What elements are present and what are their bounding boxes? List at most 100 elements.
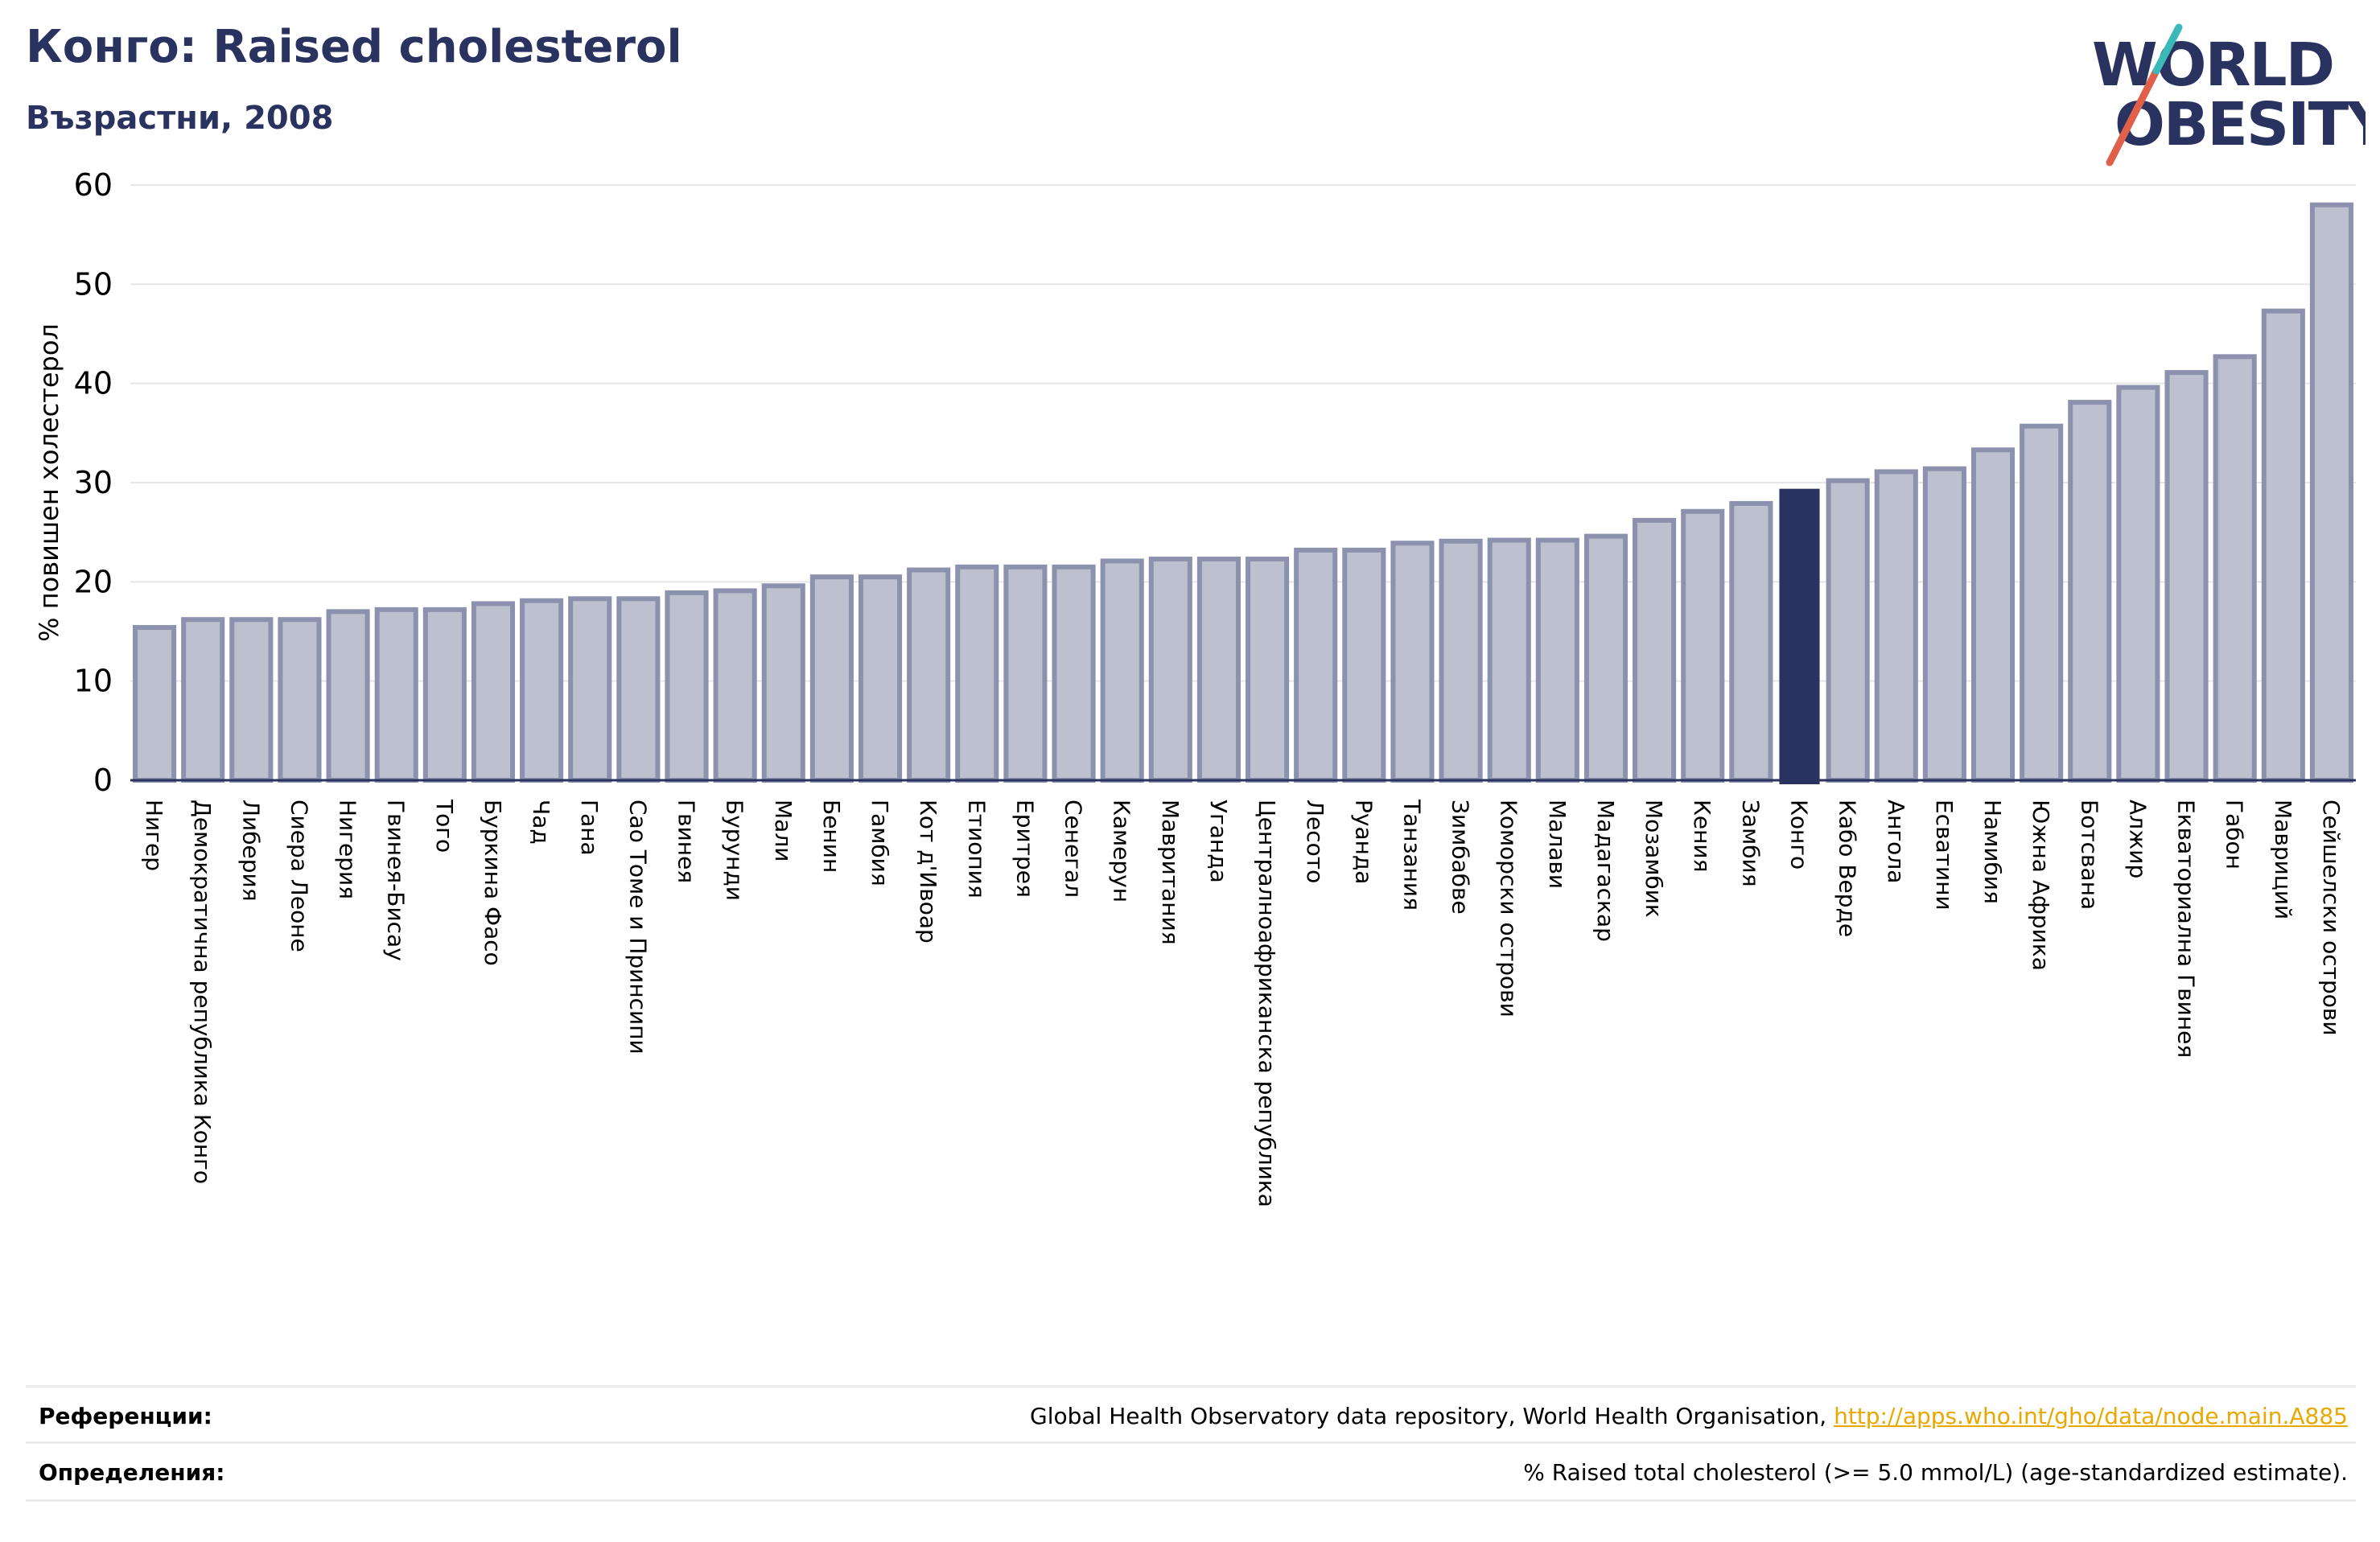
x-tick-label: Того [431, 799, 458, 853]
y-tick-label: 40 [74, 366, 113, 401]
x-tick-label: Сиера Леоне [286, 800, 312, 952]
chart-subtitle: Възрастни, 2008 [26, 100, 334, 137]
bar [2116, 384, 2160, 783]
bar [955, 564, 999, 783]
footer-divider-middle [26, 1441, 2356, 1444]
footer-divider-bottom [26, 1499, 2356, 1502]
x-tick-label: Есватини [1931, 800, 1958, 911]
bar [1100, 558, 1144, 783]
bar [326, 609, 370, 783]
x-tick-label: Сейшелски острови [2318, 800, 2345, 1036]
bar [1246, 556, 1290, 783]
x-tick-label: Сенегал [1060, 800, 1087, 898]
y-tick-label: 60 [74, 167, 113, 203]
world-obesity-logo: WORLD OBESITY [2092, 23, 2366, 167]
bar [1294, 547, 1338, 783]
x-tick-label: Бенин [818, 800, 845, 873]
bar [1874, 469, 1918, 783]
bar [1052, 564, 1096, 783]
bar [1583, 533, 1629, 783]
x-tick-label: Южна Африка [2028, 800, 2054, 971]
bar [1487, 537, 1531, 783]
bar [761, 583, 805, 783]
bar-highlight [1779, 488, 1820, 785]
bar [1826, 478, 1870, 783]
logo-line1: WORLD [2092, 31, 2333, 100]
x-tick-label: Мадагаскар [1592, 800, 1619, 942]
bar [1342, 547, 1386, 783]
bar [2068, 400, 2112, 783]
x-tick-label: Мавритания [1157, 800, 1184, 945]
x-tick-label: Коморски острови [1496, 800, 1522, 1018]
x-tick-label: Централноафриканска република [1254, 800, 1280, 1207]
bar [858, 574, 903, 783]
bar [568, 596, 612, 783]
references-label: Референции: [39, 1403, 212, 1429]
bar [1535, 537, 1579, 783]
definitions-text: % Raised total cholesterol (>= 5.0 mmol/… [1523, 1459, 2348, 1486]
x-tick-label: Демократична република Конго [189, 800, 216, 1184]
x-tick-label: Гвинея [673, 800, 700, 883]
bar [1729, 500, 1773, 783]
x-tick-label: Кабо Верде [1834, 800, 1861, 937]
x-tick-label: Конго [1786, 800, 1813, 870]
logo-line2: OBESITY [2114, 90, 2366, 159]
x-tick-label: Гвинея-Бисау [383, 800, 410, 961]
bar [1922, 466, 1966, 783]
x-tick-label: Мозамбик [1641, 800, 1667, 918]
y-tick-label: 50 [74, 266, 113, 302]
x-tick-label: Алжир [2124, 800, 2151, 878]
bar [1439, 538, 1483, 783]
bar [2261, 308, 2305, 783]
bar [907, 567, 951, 783]
x-tick-label: Уганда [1205, 800, 1232, 883]
logo-slash-red [2106, 67, 2160, 167]
x-tick-label: Камерун [1109, 800, 1135, 903]
x-tick-label: Намибия [1979, 800, 2006, 904]
y-tick-label: 30 [74, 465, 113, 500]
x-tick-label: Танзания [1398, 799, 1425, 911]
references-text: Global Health Observatory data repositor… [1030, 1403, 2348, 1429]
x-tick-label: Габон [2221, 800, 2248, 870]
x-tick-label: Екваториална Гвинея [2173, 800, 2200, 1058]
x-tick-label: Етиопия [963, 800, 990, 898]
references-source: Global Health Observatory data repositor… [1030, 1403, 1834, 1429]
bar [2164, 370, 2209, 783]
y-tick-label: 0 [93, 763, 113, 798]
x-tick-label: Кот д'Ивоар [915, 800, 941, 944]
x-tick-label: Буркина Фасо [480, 800, 506, 966]
bar [278, 617, 322, 783]
x-tick-label: Малави [1544, 800, 1571, 889]
x-tick-label: Гана [576, 800, 603, 856]
x-tick-label: Замбия [1737, 800, 1764, 887]
bar [1633, 517, 1677, 783]
footer-divider-top [26, 1385, 2356, 1388]
y-axis-label: % повишен холестерол [34, 323, 64, 642]
x-tick-label: Сао Томе и Принсипи [624, 800, 651, 1055]
bar [1003, 564, 1048, 783]
bar [133, 625, 177, 783]
bar-chart: 0 10 20 30 40 50 60 % повишен холестерол Нигер Де… [34, 167, 2356, 1207]
x-tick-label: Ангола [1883, 800, 1909, 883]
y-tick-label: 10 [74, 664, 113, 699]
x-tick-label: Либерия [237, 800, 264, 902]
x-tick-label: Чад [528, 800, 554, 845]
bar [181, 617, 225, 783]
bar [520, 598, 564, 783]
references-link[interactable]: http://apps.who.int/gho/data/node.main.A… [1834, 1403, 2348, 1429]
bar [1970, 447, 2016, 783]
bar [1148, 556, 1192, 783]
x-tick-label: Нигер [141, 800, 167, 871]
bar [374, 607, 418, 783]
x-tick-label: Кения [1689, 800, 1715, 872]
bar [229, 617, 274, 783]
bar [1390, 541, 1435, 783]
x-tick-label: Руанда [1350, 800, 1377, 884]
x-tick-label: Мавриций [2270, 800, 2296, 919]
x-tick-label: Еритрея [1011, 800, 1038, 898]
bar [713, 588, 757, 783]
bar [665, 590, 709, 783]
bar [2020, 423, 2064, 783]
x-tick-label: Зимбабве [1447, 800, 1474, 915]
logo-slash-teal [2152, 23, 2183, 75]
